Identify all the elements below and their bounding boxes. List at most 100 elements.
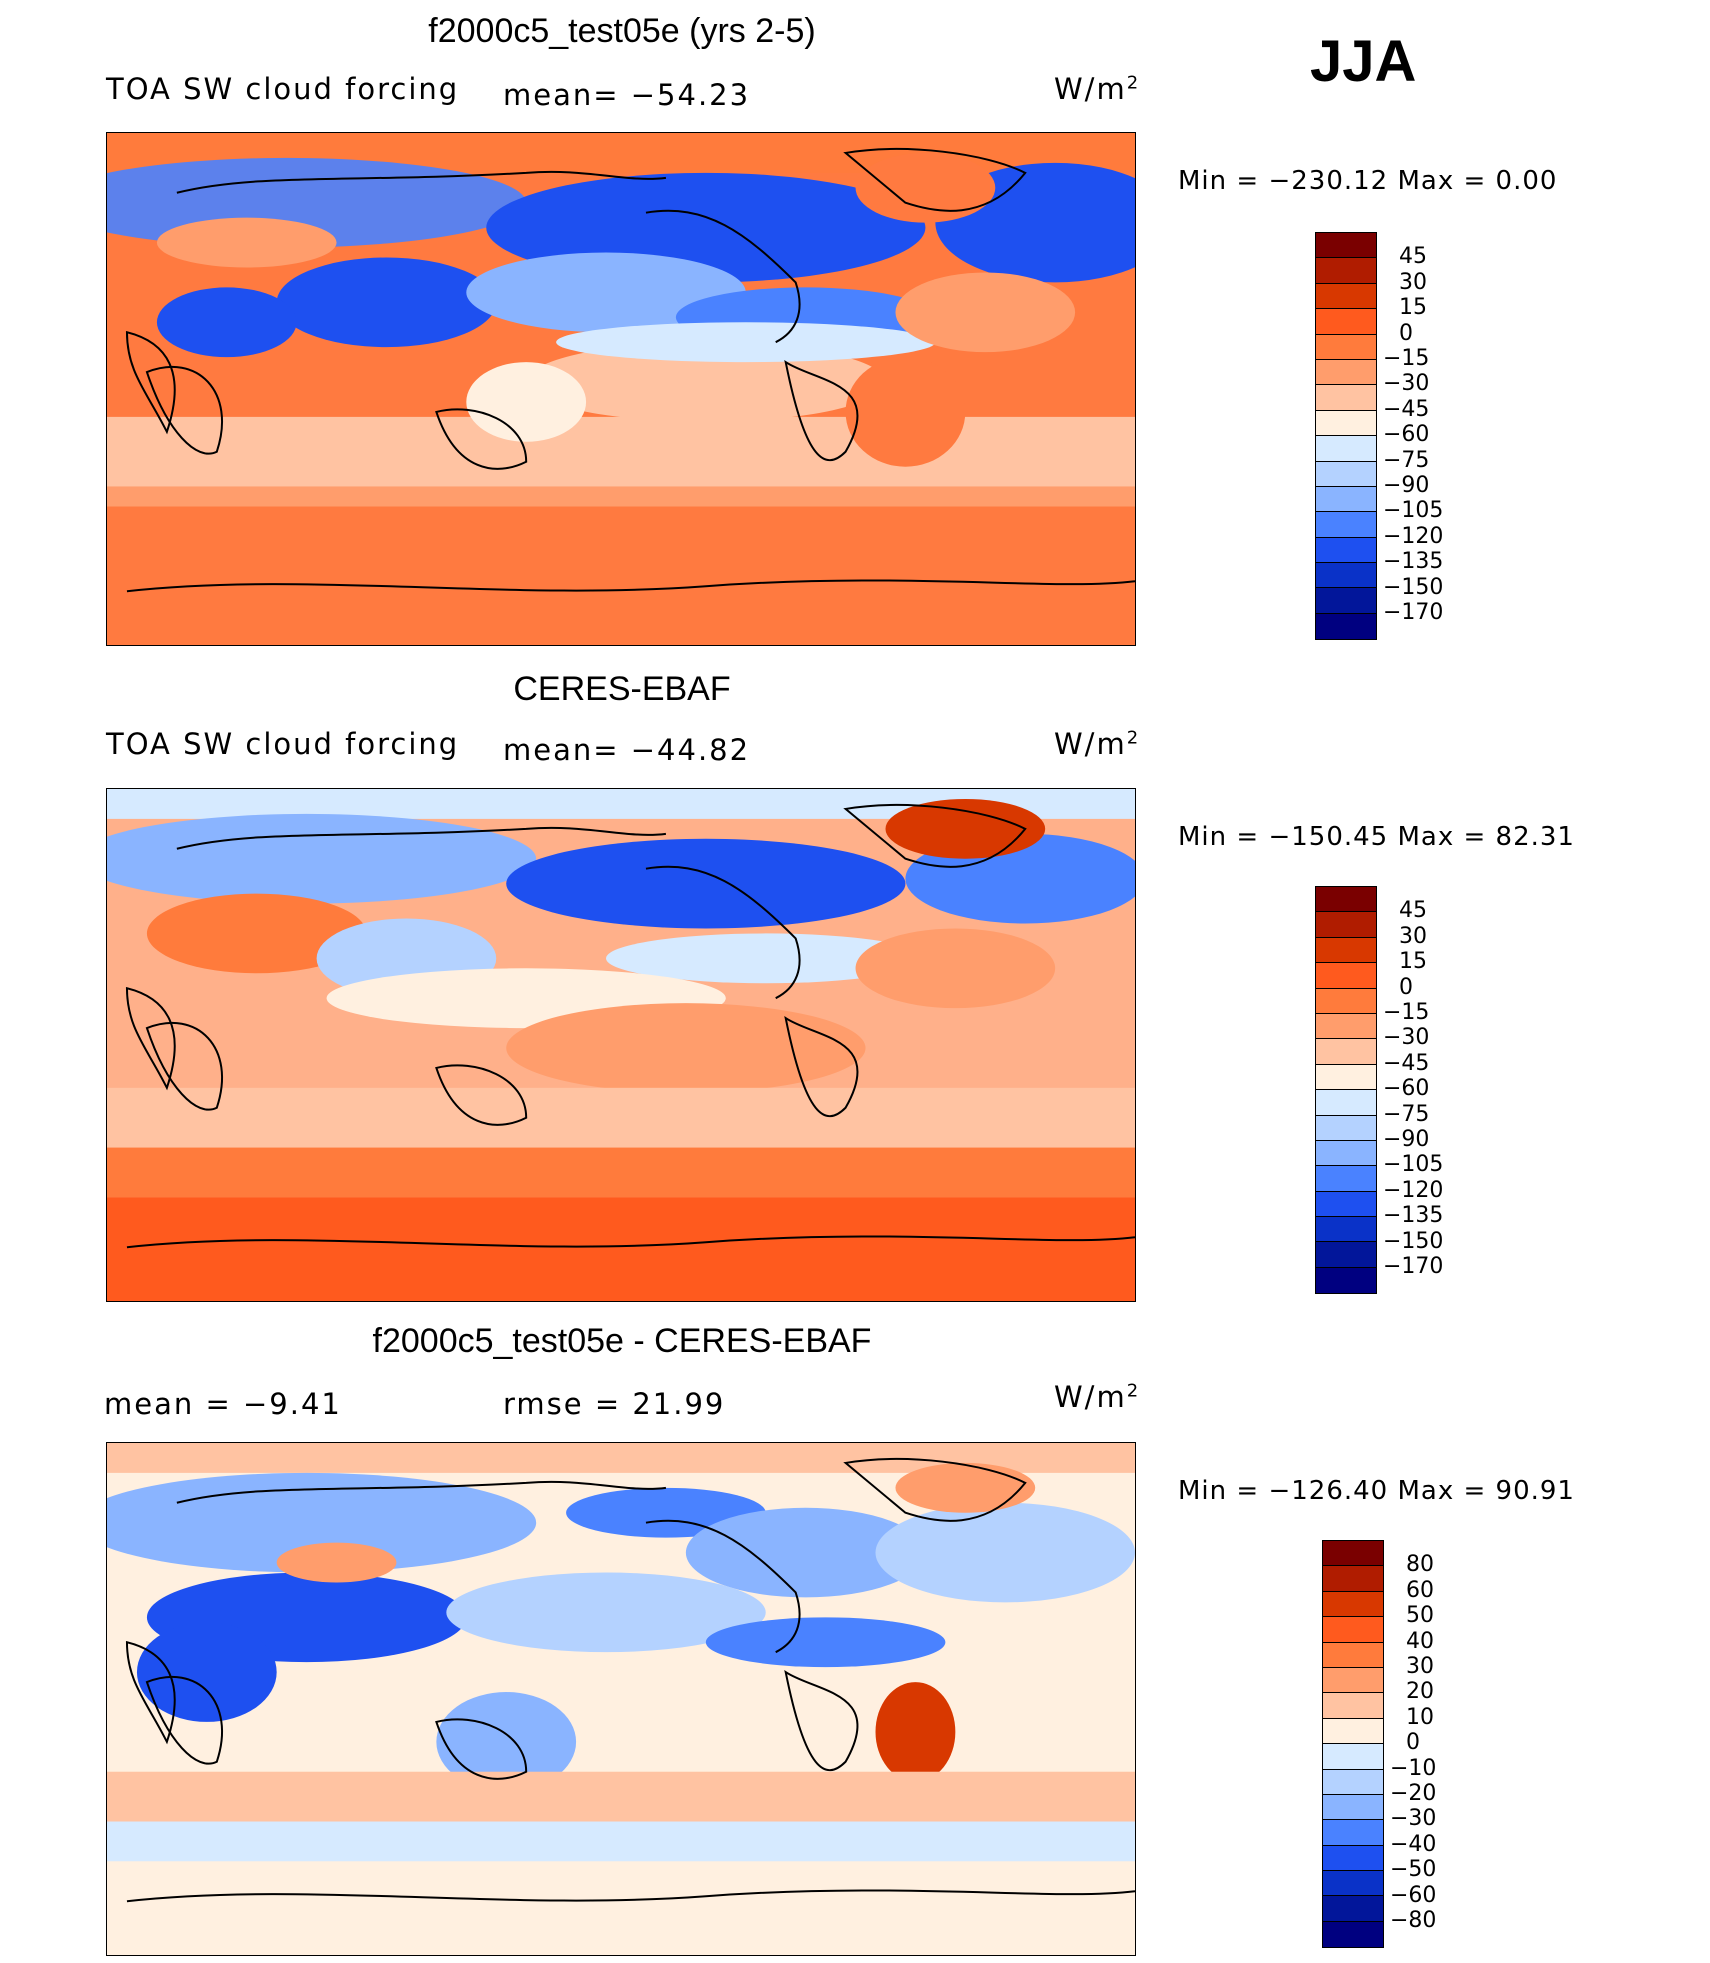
colorbar-swatch (1323, 1744, 1383, 1770)
colorbar-swatch (1316, 1140, 1376, 1167)
panel-3-units: W/m2 (1054, 1380, 1141, 1414)
panel-3-colorbar-boxes (1322, 1540, 1384, 1949)
colorbar-swatch (1316, 1039, 1376, 1065)
panel-1-mean: mean= −54.23 (503, 78, 751, 112)
panel-1-map (106, 132, 1136, 646)
colorbar-swatch (1316, 1013, 1376, 1040)
colorbar-tick-label: −30 (1383, 1025, 1430, 1051)
colorbar-swatch (1316, 512, 1376, 538)
colorbar-tick-label: −90 (1383, 473, 1430, 498)
colorbar-tick-label: 30 (1399, 923, 1427, 949)
colorbar-swatch (1316, 410, 1376, 437)
colorbar-swatch (1323, 1566, 1383, 1592)
colorbar-tick-label: 20 (1406, 1679, 1434, 1705)
colorbar-swatch (1323, 1718, 1383, 1745)
panel-2-title: CERES-EBAF (513, 670, 731, 708)
colorbar-swatch (1316, 963, 1376, 989)
colorbar-swatch (1316, 1064, 1376, 1091)
colorbar-swatch (1323, 1871, 1383, 1897)
colorbar-tick-label: −30 (1383, 371, 1430, 397)
panel-3-mean: mean = −9.41 (104, 1387, 342, 1421)
colorbar-swatch (1316, 588, 1376, 614)
colorbar-tick-label: 0 (1399, 974, 1413, 1000)
colorbar-tick-label: −45 (1383, 396, 1430, 422)
colorbar-swatch (1323, 1896, 1383, 1922)
colorbar-swatch (1323, 1769, 1383, 1795)
colorbar-swatch (1323, 1642, 1383, 1668)
colorbar-swatch (1323, 1921, 1383, 1948)
panel-2-min-max: Min = −150.45 Max = 82.31 (1178, 822, 1575, 852)
colorbar-tick-label: −50 (1390, 1857, 1437, 1883)
panel-1-units: W/m2 (1054, 72, 1141, 106)
colorbar-tick-label: 45 (1399, 898, 1427, 924)
colorbar-swatch (1323, 1617, 1383, 1643)
panel-1-contour-map (107, 133, 1135, 645)
panel-1-min-max: Min = −230.12 Max = 0.00 (1178, 166, 1558, 196)
colorbar-swatch (1323, 1693, 1383, 1719)
colorbar-swatch (1316, 258, 1376, 284)
colorbar-swatch (1316, 309, 1376, 335)
colorbar-swatch (1316, 334, 1376, 360)
colorbar-swatch (1316, 436, 1376, 462)
colorbar-swatch (1323, 1591, 1383, 1618)
colorbar-swatch (1316, 1115, 1376, 1141)
panel-1-colorbar-boxes (1315, 232, 1377, 641)
panel-2-variable-label: TOA SW cloud forcing (106, 727, 460, 761)
season-label: JJA (1310, 29, 1417, 94)
colorbar-swatch (1316, 1217, 1376, 1243)
colorbar-tick-label: −60 (1390, 1882, 1437, 1908)
colorbar-swatch (1316, 912, 1376, 938)
panel-2-colorbar-boxes (1315, 886, 1377, 1295)
colorbar-swatch (1316, 233, 1376, 259)
colorbar-tick-label: −120 (1383, 1177, 1444, 1203)
panel-1-variable-label: TOA SW cloud forcing (106, 72, 460, 106)
colorbar-swatch (1316, 563, 1376, 589)
colorbar-swatch (1323, 1541, 1383, 1567)
panel-2-units: W/m2 (1054, 727, 1141, 761)
colorbar-swatch (1316, 988, 1376, 1014)
colorbar-tick-label: −150 (1383, 574, 1444, 600)
colorbar-tick-label: −15 (1383, 346, 1430, 371)
colorbar-tick-label: −120 (1383, 523, 1444, 549)
colorbar-swatch (1316, 283, 1376, 310)
colorbar-tick-label: −170 (1383, 1254, 1444, 1279)
panel-3-min-max: Min = −126.40 Max = 90.91 (1178, 1476, 1575, 1506)
colorbar-tick-label: −75 (1383, 447, 1430, 473)
colorbar-tick-label: −135 (1383, 1203, 1444, 1229)
panel-2-map (106, 788, 1136, 1302)
colorbar-tick-label: −80 (1390, 1908, 1437, 1933)
colorbar-swatch (1316, 937, 1376, 964)
colorbar-tick-label: −40 (1390, 1831, 1437, 1857)
colorbar-swatch (1316, 1166, 1376, 1192)
colorbar-swatch (1323, 1667, 1383, 1694)
colorbar-swatch (1316, 385, 1376, 411)
colorbar-tick-label: 30 (1406, 1654, 1434, 1679)
colorbar-swatch (1316, 359, 1376, 386)
colorbar-tick-label: 0 (1399, 320, 1413, 346)
colorbar-swatch (1316, 1090, 1376, 1116)
colorbar-swatch (1323, 1845, 1383, 1872)
panel-3-rmse: rmse = 21.99 (503, 1387, 726, 1421)
colorbar-tick-label: 10 (1406, 1704, 1434, 1730)
colorbar-tick-label: 15 (1399, 295, 1427, 321)
colorbar-swatch (1316, 887, 1376, 913)
colorbar-tick-label: −90 (1383, 1127, 1430, 1152)
colorbar-tick-label: 40 (1406, 1628, 1434, 1654)
colorbar-swatch (1316, 1191, 1376, 1218)
panel-2-mean: mean= −44.82 (503, 733, 751, 767)
colorbar-tick-label: −105 (1383, 498, 1444, 524)
colorbar-tick-label: −60 (1383, 422, 1430, 448)
colorbar-swatch (1316, 613, 1376, 640)
colorbar-tick-label: 60 (1406, 1577, 1434, 1603)
colorbar-tick-label: 0 (1406, 1730, 1420, 1756)
colorbar-swatch (1323, 1820, 1383, 1846)
colorbar-swatch (1316, 461, 1376, 487)
colorbar-tick-label: 80 (1406, 1552, 1434, 1578)
colorbar-tick-label: −135 (1383, 549, 1444, 575)
panel-3-map (106, 1442, 1136, 1956)
colorbar-tick-label: −170 (1383, 600, 1444, 625)
panel-1-title: f2000c5_test05e (yrs 2-5) (428, 12, 816, 50)
colorbar-swatch (1316, 1267, 1376, 1294)
colorbar-swatch (1316, 1242, 1376, 1268)
colorbar-tick-label: −105 (1383, 1152, 1444, 1178)
